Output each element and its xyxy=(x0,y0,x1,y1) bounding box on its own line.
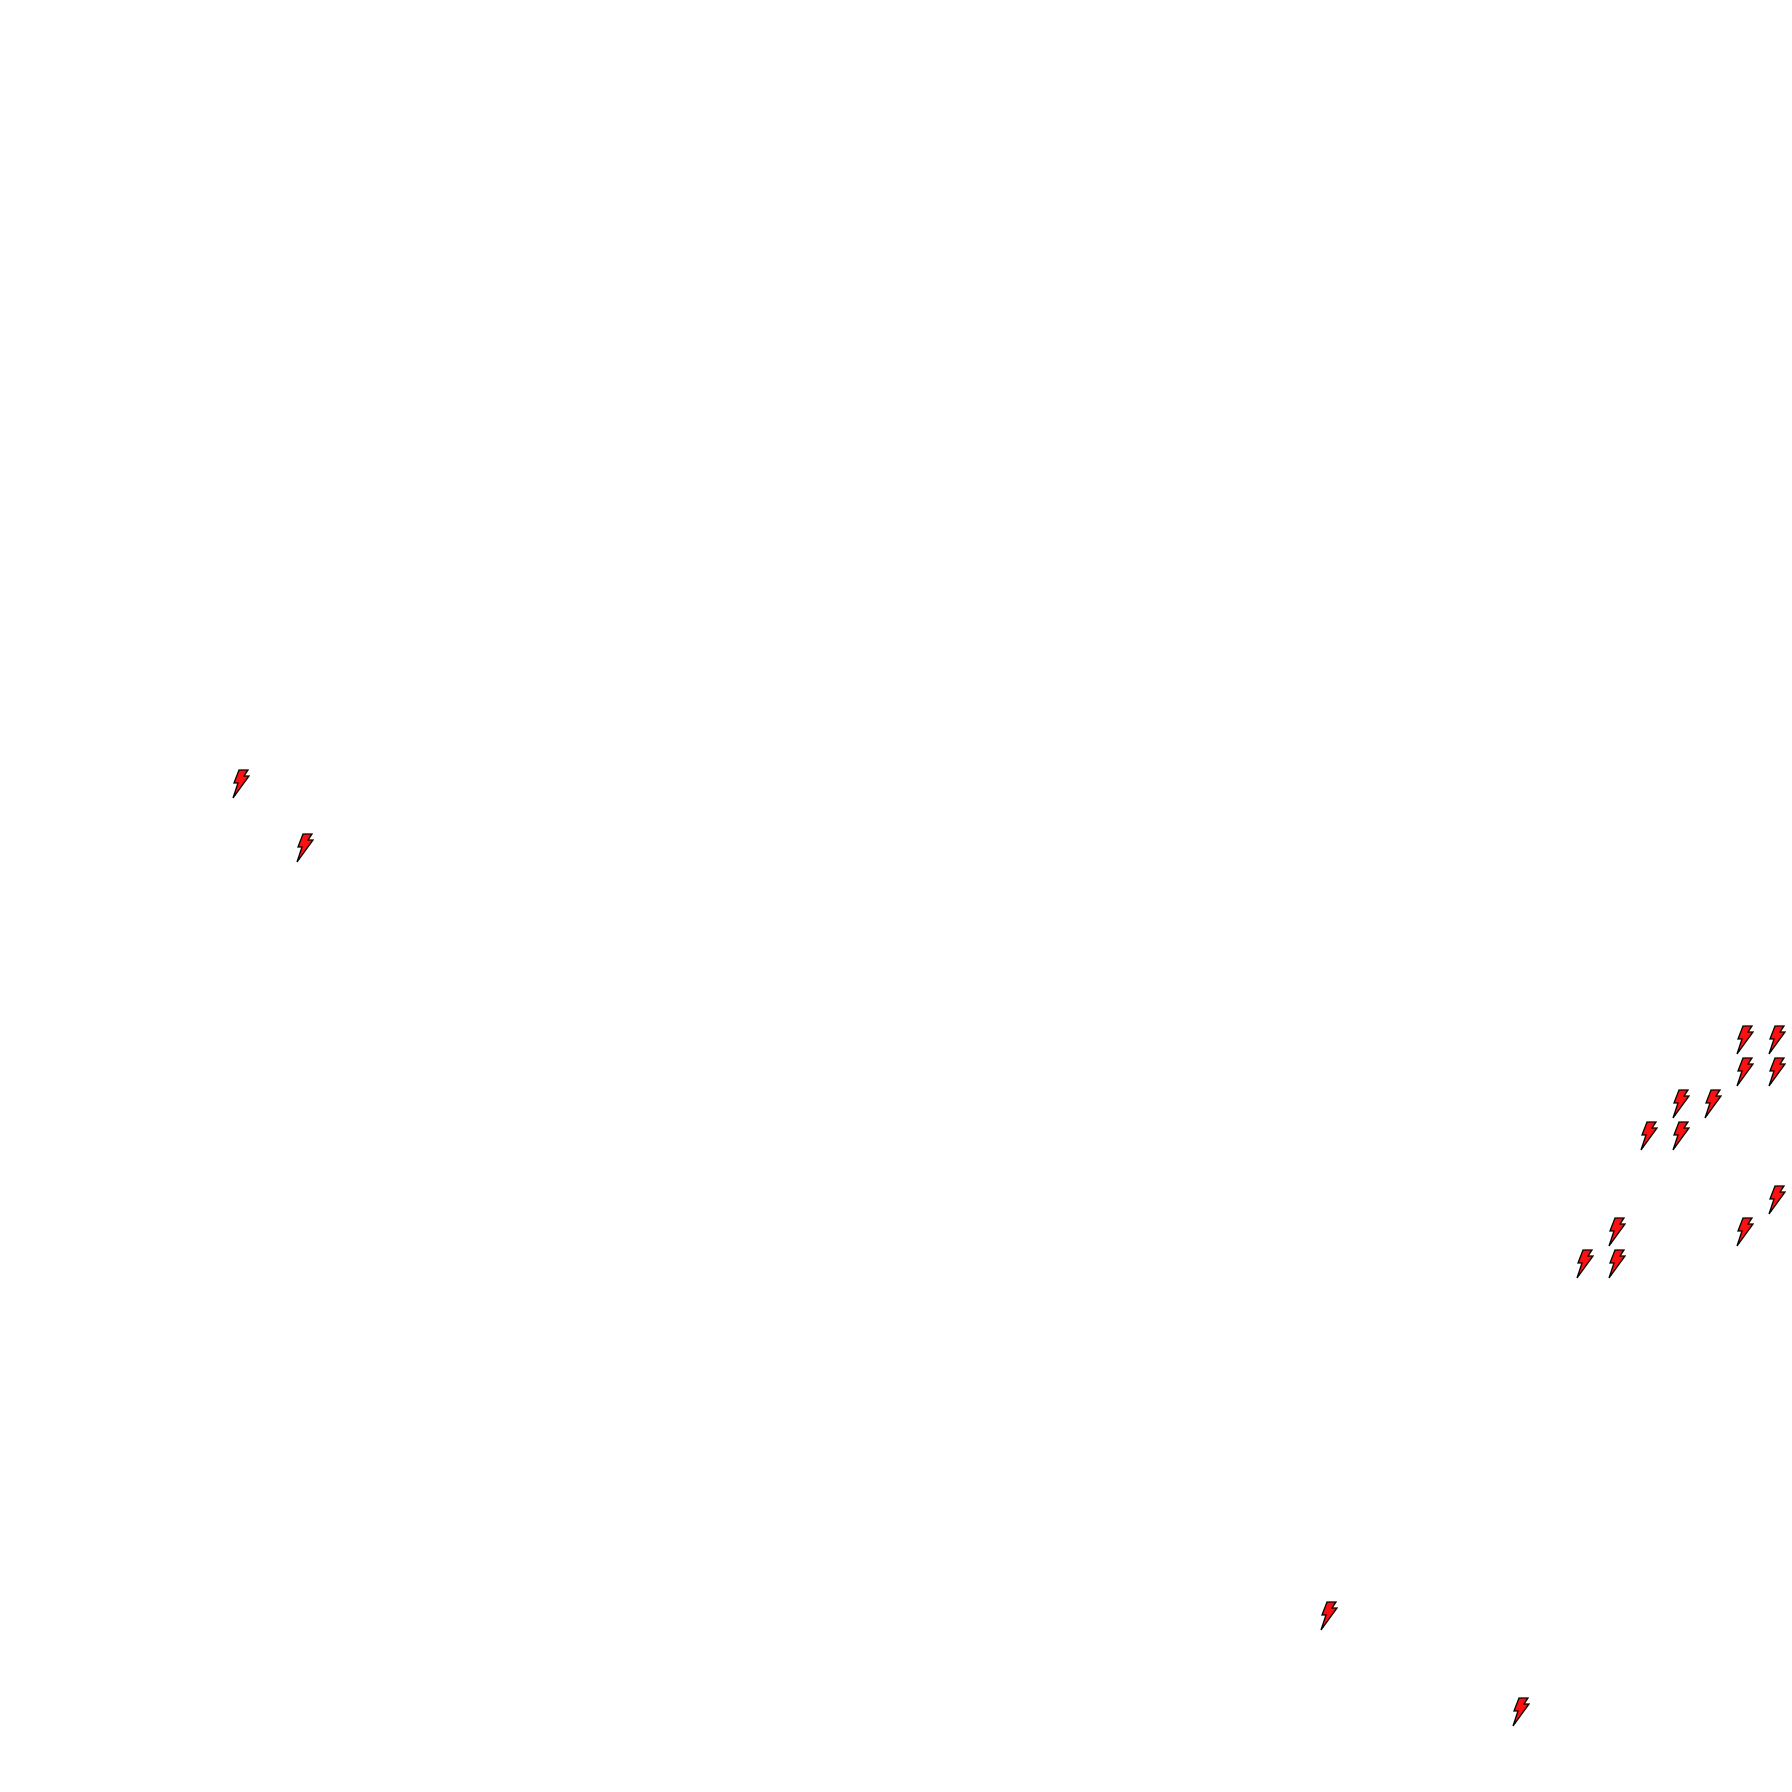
lightning-bolt-icon xyxy=(1736,1025,1754,1055)
lightning-bolt-icon xyxy=(1672,1089,1690,1119)
lightning-bolt-icon xyxy=(1736,1217,1754,1247)
lightning-bolt-icon xyxy=(1320,1601,1338,1631)
lightning-marker[interactable] xyxy=(1511,1697,1530,1727)
lightning-marker[interactable] xyxy=(1767,1057,1786,1087)
lightning-marker[interactable] xyxy=(1319,1601,1338,1631)
lightning-bolt-icon xyxy=(1768,1185,1786,1215)
lightning-bolt-icon xyxy=(1576,1249,1594,1279)
lightning-bolt-icon xyxy=(232,769,250,799)
lightning-bolt-icon xyxy=(1640,1121,1658,1151)
lightning-bolt-icon xyxy=(1768,1025,1786,1055)
lightning-marker[interactable] xyxy=(295,833,314,863)
lightning-marker[interactable] xyxy=(1767,1025,1786,1055)
lightning-bolt-icon xyxy=(1704,1089,1722,1119)
lightning-bolt-icon xyxy=(1736,1057,1754,1087)
lightning-marker[interactable] xyxy=(231,769,250,799)
lightning-marker[interactable] xyxy=(1607,1217,1626,1247)
lightning-marker[interactable] xyxy=(1703,1089,1722,1119)
lightning-marker[interactable] xyxy=(1671,1121,1690,1151)
lightning-marker[interactable] xyxy=(1735,1025,1754,1055)
lightning-marker[interactable] xyxy=(1735,1057,1754,1087)
lightning-marker[interactable] xyxy=(1575,1249,1594,1279)
lightning-marker[interactable] xyxy=(1671,1089,1690,1119)
lightning-marker[interactable] xyxy=(1767,1185,1786,1215)
lightning-marker[interactable] xyxy=(1735,1217,1754,1247)
lightning-bolt-icon xyxy=(1672,1121,1690,1151)
lightning-bolt-icon xyxy=(1768,1057,1786,1087)
lightning-marker[interactable] xyxy=(1639,1121,1658,1151)
lightning-bolt-icon xyxy=(296,833,314,863)
lightning-bolt-icon xyxy=(1512,1697,1530,1727)
lightning-bolt-icon xyxy=(1608,1217,1626,1247)
lightning-marker[interactable] xyxy=(1607,1249,1626,1279)
lightning-bolt-icon xyxy=(1608,1249,1626,1279)
